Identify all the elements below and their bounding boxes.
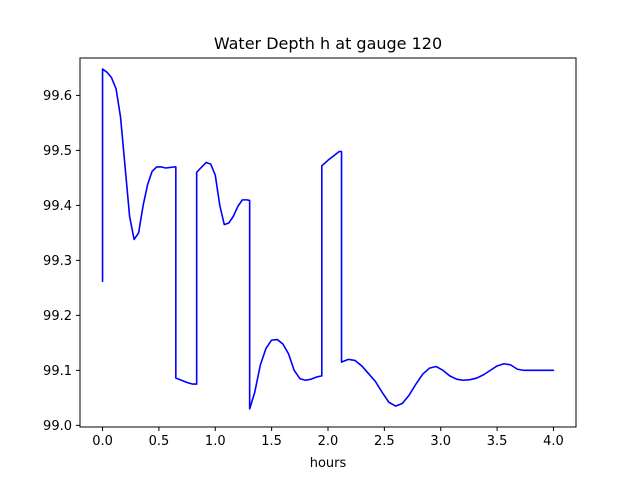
y-tick-label: 99.4 <box>43 199 72 214</box>
x-tick-label: 1.5 <box>261 434 282 449</box>
y-tick-label: 99.1 <box>43 364 72 379</box>
y-tick-label: 99.6 <box>43 89 72 104</box>
x-tick-label: 0.0 <box>92 434 113 449</box>
series-line-1 <box>101 68 555 410</box>
series-layer <box>101 68 555 410</box>
x-tick-label: 2.0 <box>318 434 339 449</box>
plot-area <box>80 58 576 427</box>
y-axis: 99.0 99.1 99.2 99.3 99.4 99.5 99.6 <box>43 89 80 434</box>
x-tick-label: 0.5 <box>149 434 170 449</box>
y-tick-label: 99.5 <box>43 144 72 159</box>
chart-title: Water Depth h at gauge 120 <box>214 34 442 53</box>
x-tick-label: 4.0 <box>543 434 564 449</box>
x-axis-label: hours <box>310 456 347 471</box>
x-tick-label: 3.5 <box>487 434 508 449</box>
x-tick-label: 3.0 <box>430 434 451 449</box>
x-tick-label: 1.0 <box>205 434 226 449</box>
x-axis: 0.0 0.5 1.0 1.5 2.0 2.5 3.0 3.5 4.0 <box>92 427 564 449</box>
y-tick-label: 99.0 <box>43 419 72 434</box>
x-tick-label: 2.5 <box>374 434 395 449</box>
y-tick-label: 99.3 <box>43 254 72 269</box>
y-tick-label: 99.2 <box>43 309 72 324</box>
